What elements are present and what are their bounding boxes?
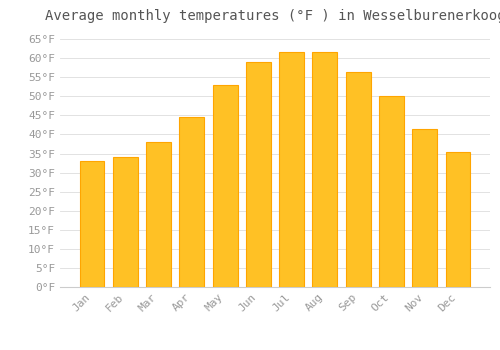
Bar [379, 96, 404, 287]
Bar [279, 52, 304, 287]
Bar [146, 142, 171, 287]
Title: Average monthly temperatures (°F ) in Wesselburenerkoog: Average monthly temperatures (°F ) in We… [44, 9, 500, 23]
Bar [446, 152, 470, 287]
Bar [412, 129, 437, 287]
Bar [113, 158, 138, 287]
Bar [80, 161, 104, 287]
Bar [212, 85, 238, 287]
Bar [180, 117, 204, 287]
Bar [346, 71, 370, 287]
Bar [312, 52, 338, 287]
Bar [246, 62, 271, 287]
